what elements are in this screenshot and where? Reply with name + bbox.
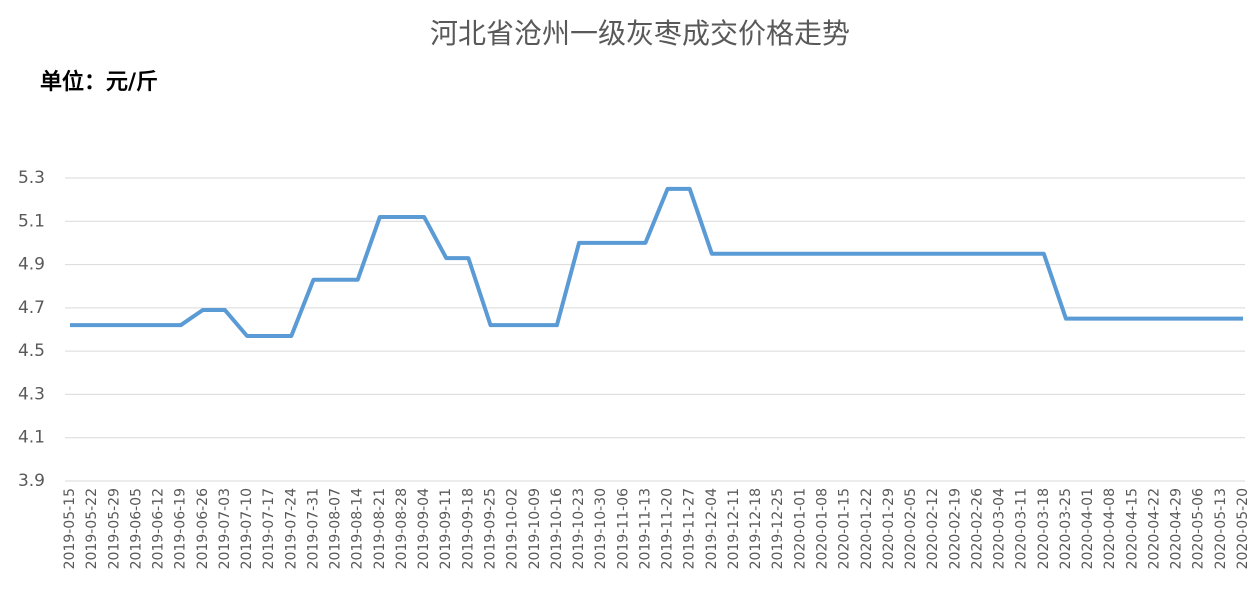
x-tick-label: 2020-02-05 [903, 488, 919, 569]
x-tick-label: 2019-09-04 [416, 488, 432, 569]
x-tick-label: 2019-06-26 [195, 488, 211, 569]
y-tick-label: 4.1 [18, 428, 45, 448]
x-tick-label: 2019-09-25 [483, 488, 499, 569]
x-tick-label: 2019-08-07 [328, 488, 344, 569]
x-tick-label: 2019-05-29 [106, 488, 122, 569]
x-tick-label: 2019-08-21 [372, 488, 388, 569]
x-tick-label: 2019-05-15 [62, 488, 78, 569]
x-tick-label: 2020-02-26 [969, 488, 985, 569]
x-tick-label: 2019-10-16 [549, 488, 565, 569]
x-tick-label: 2019-06-05 [128, 488, 144, 569]
x-tick-label: 2019-10-30 [593, 488, 609, 569]
x-tick-label: 2019-07-24 [283, 488, 299, 569]
x-tick-label: 2020-03-18 [1036, 488, 1052, 569]
x-tick-label: 2019-11-20 [660, 488, 676, 569]
x-tick-label: 2020-04-08 [1102, 488, 1118, 569]
x-tick-label: 2020-05-20 [1235, 488, 1251, 569]
x-tick-label: 2020-05-06 [1191, 488, 1207, 569]
x-tick-label: 2020-01-22 [859, 488, 875, 569]
x-tick-label: 2020-02-12 [925, 488, 941, 569]
x-tick-label: 2019-07-17 [261, 488, 277, 569]
x-tick-label: 2019-11-06 [615, 488, 631, 569]
x-tick-label: 2019-10-23 [571, 488, 587, 569]
y-tick-label: 5.3 [18, 168, 45, 188]
x-tick-label: 2020-01-29 [881, 488, 897, 569]
x-tick-label: 2019-09-18 [460, 488, 476, 569]
x-tick-label: 2020-01-15 [837, 488, 853, 569]
x-tick-label: 2020-05-13 [1213, 488, 1229, 569]
y-tick-label: 4.5 [18, 341, 45, 361]
x-tick-label: 2020-02-19 [947, 488, 963, 569]
x-tick-label: 2019-11-27 [682, 488, 698, 569]
x-tick-label: 2019-07-10 [239, 488, 255, 569]
x-tick-label: 2020-01-01 [792, 488, 808, 569]
y-tick-label: 3.9 [18, 471, 45, 491]
x-tick-label: 2020-03-11 [1014, 488, 1030, 569]
x-tick-label: 2019-06-19 [173, 488, 189, 569]
y-tick-label: 4.9 [18, 255, 45, 275]
x-tick-label: 2019-06-12 [151, 488, 167, 569]
x-tick-label: 2019-07-03 [217, 488, 233, 569]
x-tick-label: 2020-04-01 [1080, 488, 1096, 569]
x-tick-label: 2020-01-08 [814, 488, 830, 569]
x-tick-label: 2019-07-31 [305, 488, 321, 569]
y-tick-label: 5.1 [18, 211, 45, 231]
x-tick-label: 2019-05-22 [84, 488, 100, 569]
price-line [70, 186, 1243, 338]
x-tick-label: 2019-12-25 [770, 488, 786, 569]
unit-label: 单位：元/斤 [40, 69, 158, 95]
x-tick-label: 2020-04-29 [1169, 488, 1185, 569]
x-tick-label: 2019-08-14 [350, 488, 366, 569]
x-tick-label: 2019-08-28 [394, 488, 410, 569]
y-tick-label: 4.7 [18, 298, 45, 318]
y-tick-label: 4.3 [18, 384, 45, 404]
x-tick-label: 2019-12-11 [726, 488, 742, 569]
x-tick-label: 2019-11-13 [637, 488, 653, 569]
x-tick-label: 2020-03-25 [1058, 488, 1074, 569]
x-tick-label: 2019-10-02 [505, 488, 521, 569]
x-tick-label: 2019-10-09 [527, 488, 543, 569]
x-tick-label: 2019-12-04 [704, 488, 720, 569]
x-tick-label: 2019-09-11 [438, 488, 454, 569]
x-tick-label: 2019-12-18 [748, 488, 764, 569]
x-tick-label: 2020-04-22 [1146, 488, 1162, 569]
x-tick-label: 2020-03-04 [992, 488, 1008, 569]
x-tick-label: 2020-04-15 [1124, 488, 1140, 569]
chart-title: 河北省沧州一级灰枣成交价格走势 [430, 17, 850, 50]
